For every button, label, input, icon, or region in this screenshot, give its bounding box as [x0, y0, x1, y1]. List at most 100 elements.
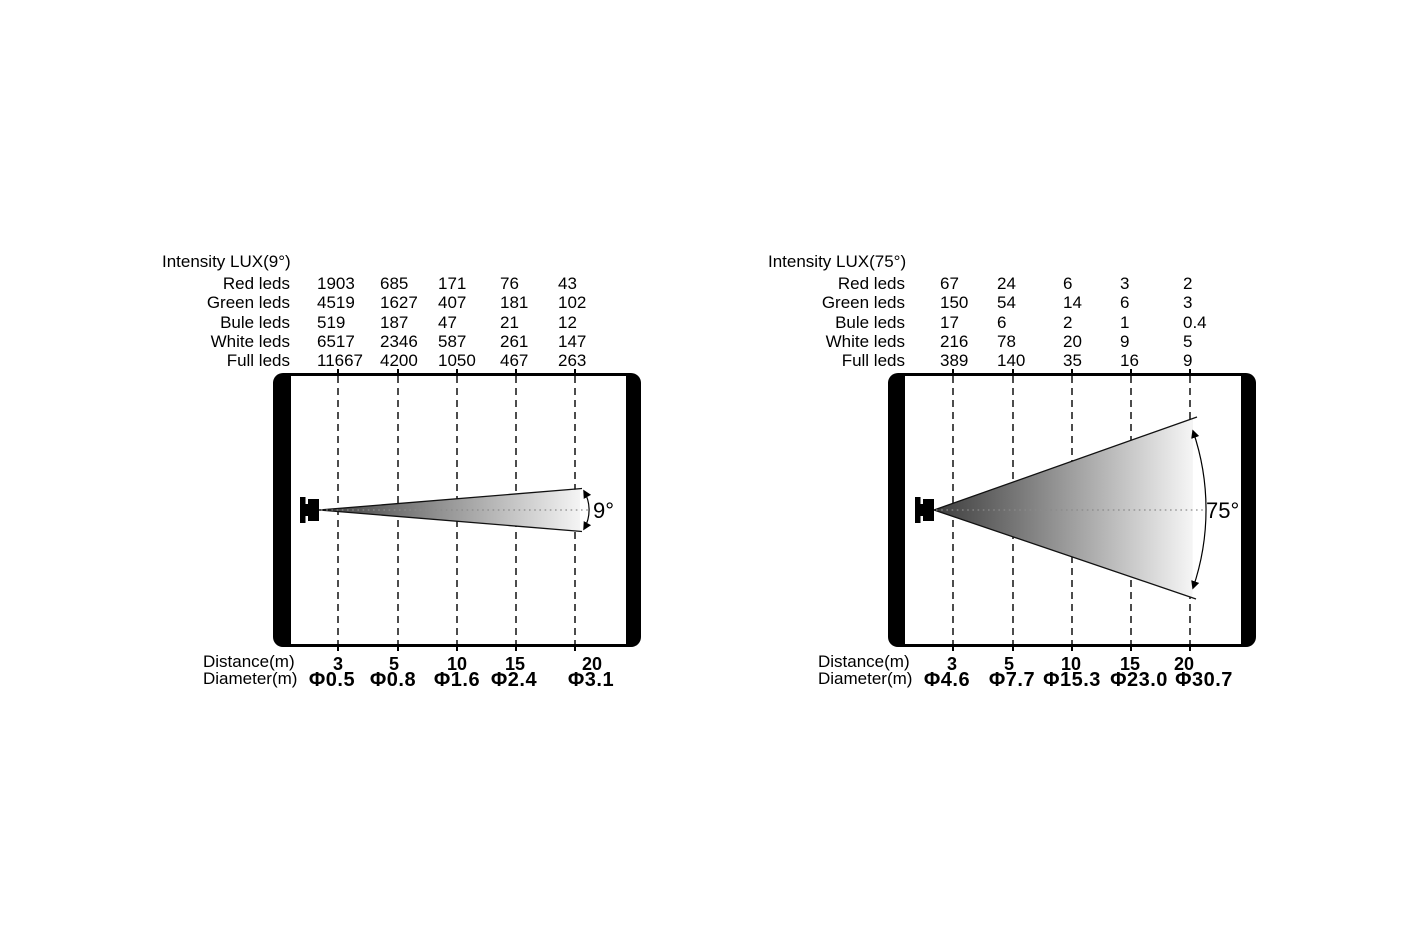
cell-value: 2 — [1063, 312, 1073, 332]
cell-value: 6517 — [317, 331, 355, 351]
cell-value: 2346 — [380, 331, 418, 351]
table-row: Full leds 389 140 35 16 9 — [795, 351, 1275, 370]
row-label: Red leds — [837, 274, 905, 293]
cell-value: 14 — [1063, 293, 1082, 313]
diameter-value: Φ0.8 — [369, 669, 417, 691]
cell-value: 6 — [997, 312, 1007, 332]
cell-value: 16 — [1120, 351, 1139, 371]
table-row: Bule leds 17 6 2 1 0.4 — [795, 313, 1275, 332]
beam-edge-bottom — [933, 509, 1197, 600]
distance-ticks — [952, 369, 1191, 651]
panel-title-75deg: Intensity LUX(75°) — [768, 252, 907, 271]
row-label: Bule leds — [835, 312, 905, 332]
cell-value: 1 — [1120, 312, 1130, 332]
cell-value: 685 — [380, 274, 409, 293]
table-row: Red leds 1903 685 171 76 43 — [180, 274, 660, 293]
beam-angle-arc — [583, 489, 592, 531]
cell-value: 187 — [380, 312, 409, 332]
fixture-icon — [915, 497, 934, 523]
row-label: White leds — [825, 331, 905, 351]
cell-value: 147 — [558, 331, 587, 351]
cell-value: 467 — [500, 351, 529, 371]
cell-value: 4200 — [380, 351, 418, 371]
row-label: Red leds — [222, 274, 290, 293]
cell-value: 263 — [558, 351, 587, 371]
diameter-value: Φ7.7 — [988, 669, 1036, 691]
diameter-axis-label: Diameter(m) — [818, 669, 913, 688]
intensity-table-75deg: Red leds 67 24 6 3 2 Green leds 150 54 1… — [795, 274, 1275, 374]
distance-value: 15 — [504, 654, 526, 674]
beam-edge-top — [933, 416, 1198, 511]
diameter-value: Φ1.6 — [433, 669, 481, 691]
distance-ticks — [337, 369, 576, 651]
row-label: Bule leds — [220, 312, 290, 332]
cell-value: 9 — [1183, 351, 1193, 371]
table-row: Red leds 67 24 6 3 2 — [795, 274, 1275, 293]
cell-value: 54 — [997, 293, 1016, 313]
cell-value: 67 — [940, 274, 959, 293]
cell-value: 261 — [500, 331, 529, 351]
cell-value: 3 — [1120, 274, 1130, 293]
row-label: White leds — [210, 331, 290, 351]
distance-value: 20 — [581, 654, 603, 674]
distance-value: 5 — [388, 654, 400, 674]
cell-value: 519 — [317, 312, 346, 332]
distance-value: 20 — [1173, 654, 1195, 674]
beam-cone — [934, 418, 1193, 598]
diameter-value: Φ15.3 — [1043, 669, 1101, 691]
beam-edge-top — [318, 487, 583, 511]
cell-value: 171 — [438, 274, 467, 293]
distance-value: 10 — [446, 654, 468, 674]
cell-value: 43 — [558, 274, 577, 293]
cell-value: 17 — [940, 312, 959, 332]
beam-diagram-9deg: 9° — [300, 369, 614, 651]
beam-diagram-75deg: 75° — [915, 369, 1239, 651]
cell-value: 0.4 — [1183, 312, 1207, 332]
cell-value: 150 — [940, 293, 969, 313]
distance-value: 5 — [1003, 654, 1015, 674]
diameter-value: Φ2.4 — [490, 669, 538, 691]
cell-value: 20 — [1063, 331, 1082, 351]
cell-value: 5 — [1183, 331, 1193, 351]
cell-value: 21 — [500, 312, 519, 332]
cell-value: 76 — [500, 274, 519, 293]
cell-value: 1903 — [317, 274, 355, 293]
cell-value: 216 — [940, 331, 969, 351]
diameter-value: Φ3.1 — [567, 669, 615, 691]
distance-value: 15 — [1119, 654, 1141, 674]
distance-value: 3 — [946, 654, 958, 674]
cell-value: 407 — [438, 293, 467, 313]
table-row: White leds 216 78 20 9 5 — [795, 332, 1275, 351]
table-row: White leds 6517 2346 587 261 147 — [180, 332, 660, 351]
distance-axis-label: Distance(m) — [203, 652, 295, 671]
intensity-table-9deg: Red leds 1903 685 171 76 43 Green leds 4… — [180, 274, 660, 374]
table-row: Green leds 4519 1627 407 181 102 — [180, 293, 660, 312]
diameter-value: Φ4.6 — [923, 669, 971, 691]
cell-value: 35 — [1063, 351, 1082, 371]
diameter-value: Φ30.7 — [1175, 669, 1233, 691]
cell-value: 2 — [1183, 274, 1193, 293]
diameter-value: Φ0.5 — [308, 669, 356, 691]
cell-value: 24 — [997, 274, 1016, 293]
beam-edge-bottom — [318, 509, 583, 533]
row-label: Green leds — [206, 293, 290, 313]
cell-value: 6 — [1063, 274, 1073, 293]
distance-value: 10 — [1060, 654, 1082, 674]
row-label: Full leds — [841, 351, 905, 371]
table-row: Bule leds 519 187 47 21 12 — [180, 313, 660, 332]
cell-value: 11667 — [317, 351, 364, 371]
row-label: Green leds — [821, 293, 905, 313]
table-row: Full leds 11667 4200 1050 467 263 — [180, 351, 660, 370]
cell-value: 102 — [558, 293, 587, 313]
cell-value: 3 — [1183, 293, 1193, 313]
beam-angle-arc — [1191, 429, 1207, 590]
cell-value: 140 — [997, 351, 1026, 371]
fixture-icon — [300, 497, 319, 523]
cell-value: 587 — [438, 331, 467, 351]
beam-angle-label: 9° — [593, 498, 614, 523]
cell-value: 1627 — [380, 293, 418, 313]
diameter-value: Φ23.0 — [1110, 669, 1168, 691]
cell-value: 6 — [1120, 293, 1130, 313]
cell-value: 4519 — [317, 293, 355, 313]
